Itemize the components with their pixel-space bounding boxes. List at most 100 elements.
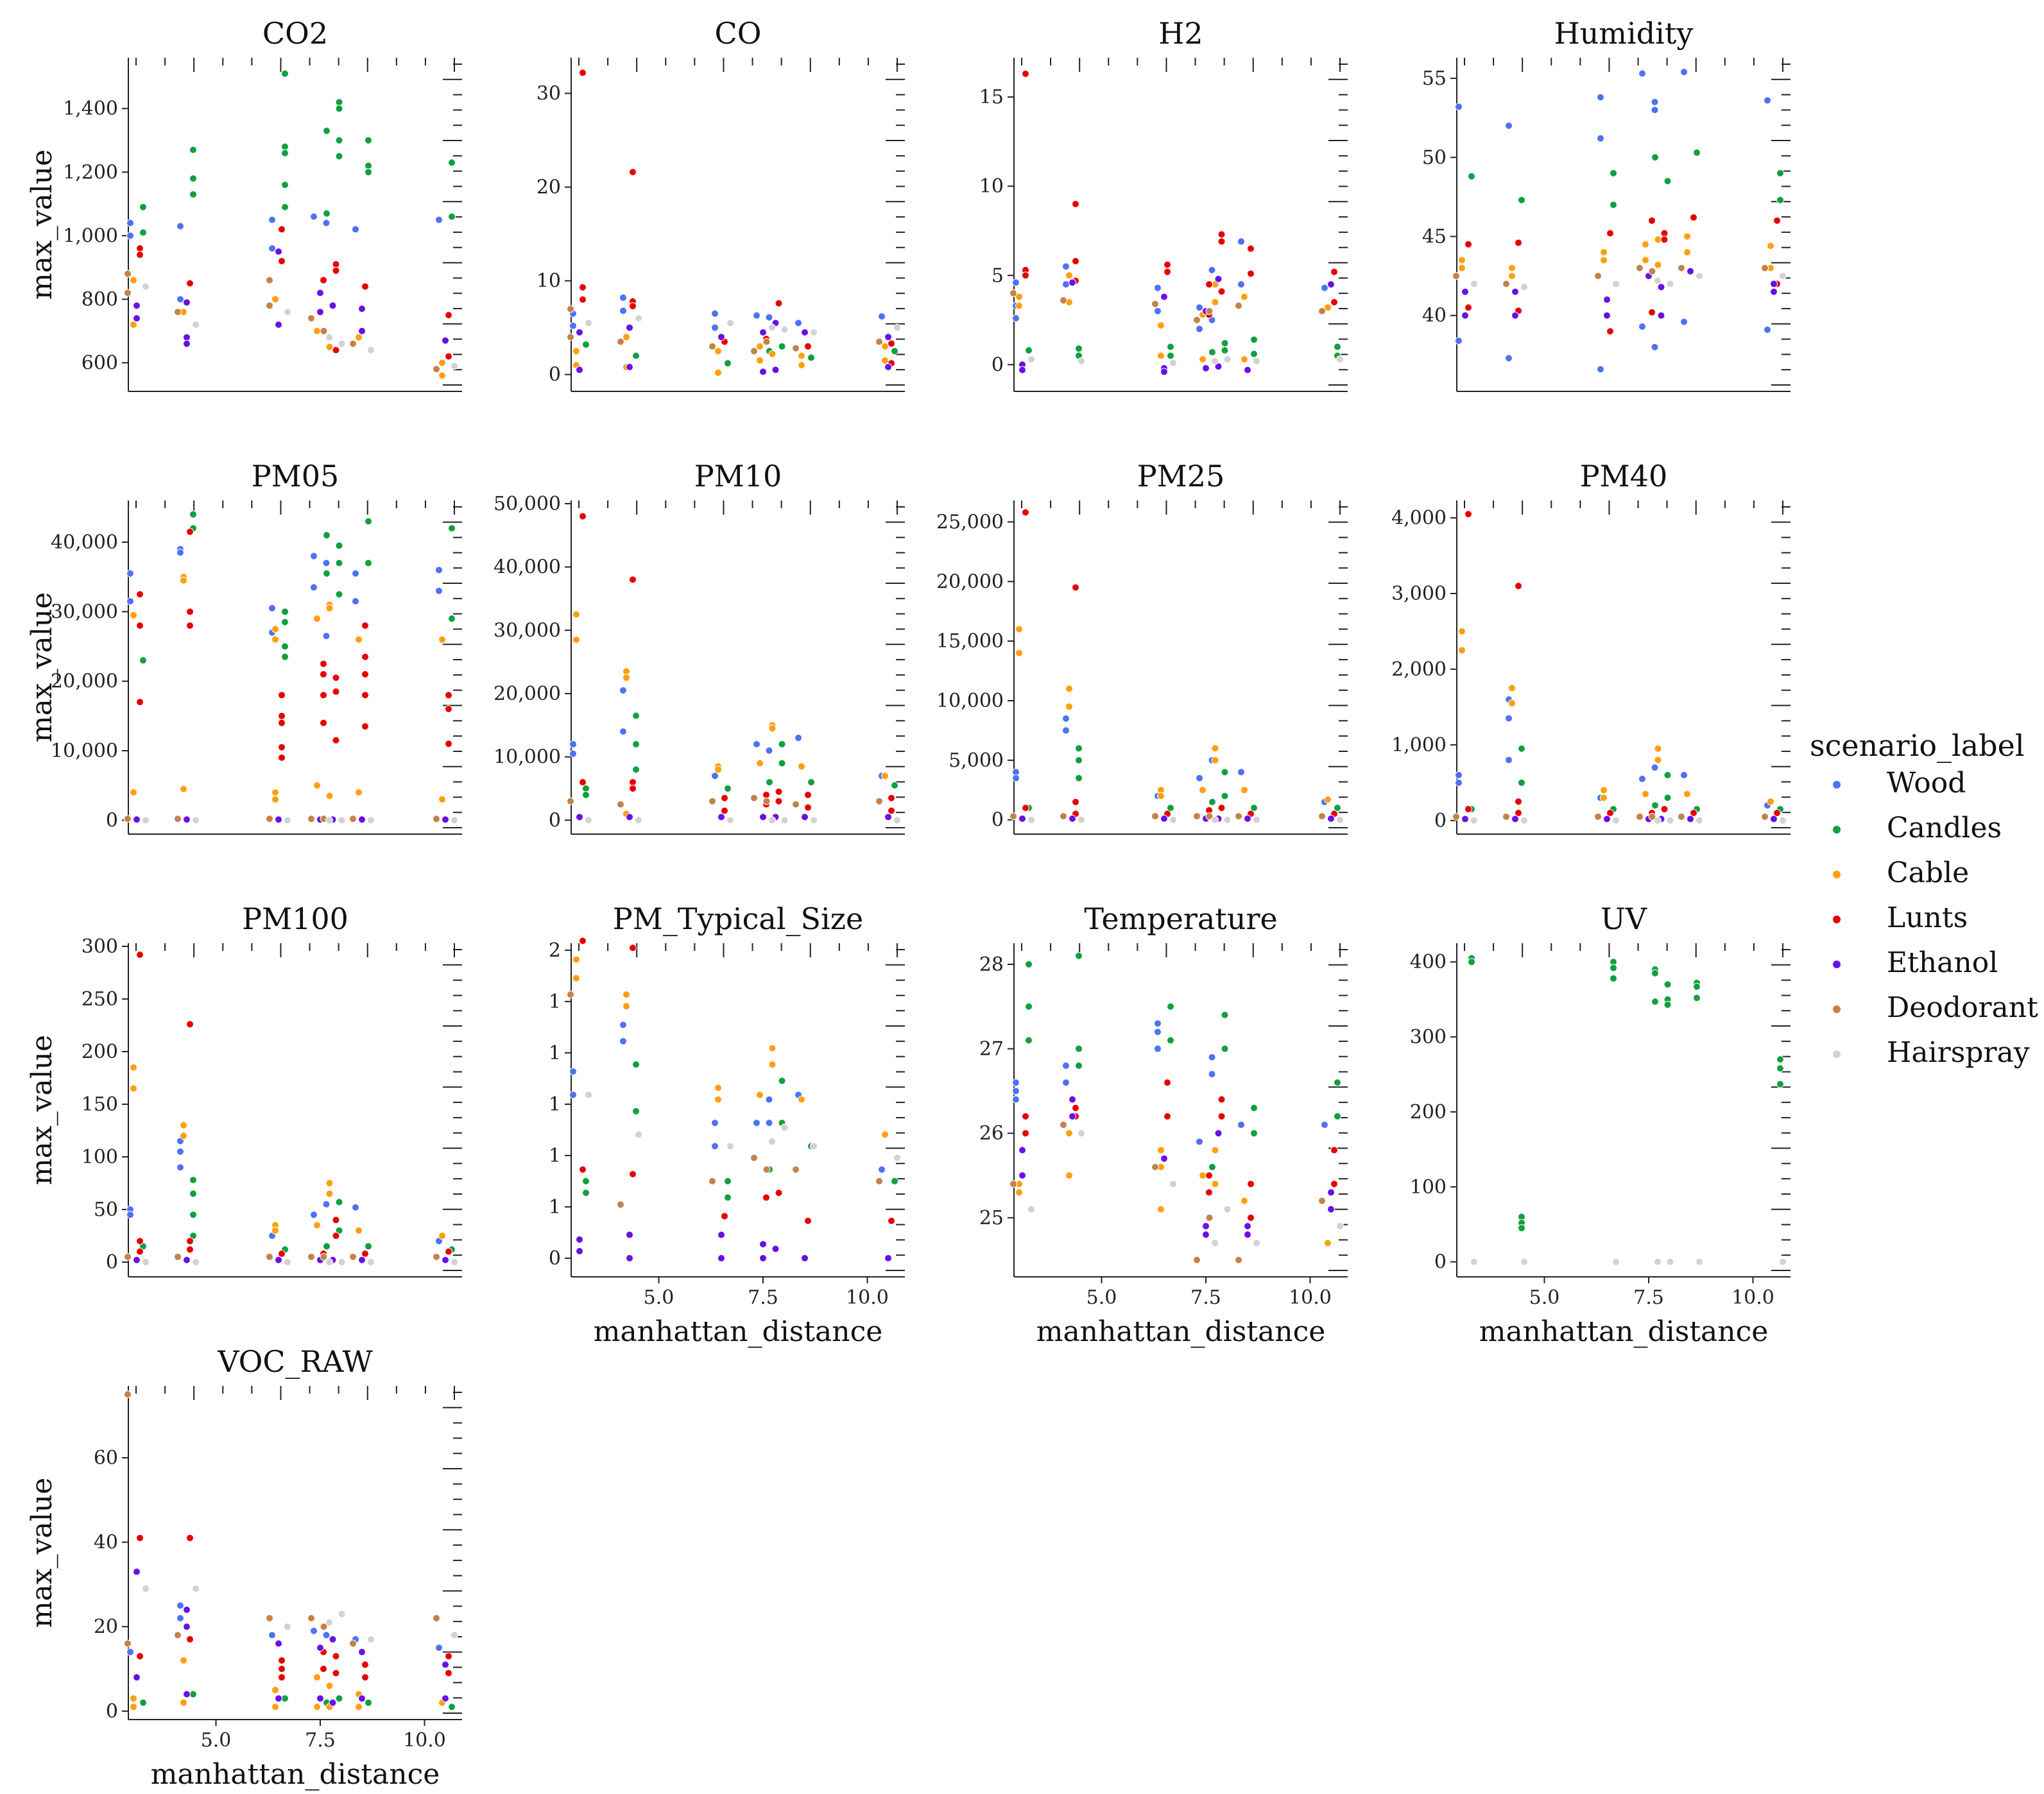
data-point-cable (1642, 240, 1649, 248)
data-point-hairspray (1696, 1258, 1703, 1266)
series-candles (1468, 954, 1784, 1233)
data-point-ethanol (183, 333, 191, 341)
data-point-cable (130, 276, 137, 284)
series-wood (569, 293, 886, 332)
data-point-cable (325, 1190, 334, 1198)
series-wood (126, 1137, 443, 1245)
data-point-cable (325, 343, 334, 351)
data-point-cable (271, 1226, 279, 1234)
data-point-ethanol (1214, 1129, 1223, 1138)
data-point-lunts (1648, 308, 1656, 316)
top-rug-ticks (135, 943, 455, 957)
data-point-candles (281, 142, 289, 151)
data-point-ethanol (133, 1568, 141, 1576)
data-point-hairspray (810, 816, 818, 824)
data-point-wood (176, 1614, 184, 1623)
data-point-hairspray (1169, 359, 1177, 367)
data-point-hairspray (1654, 277, 1662, 285)
data-point-wood (1154, 1020, 1162, 1028)
right-rug-ticks (443, 506, 462, 828)
data-point-lunts (1164, 1079, 1171, 1087)
data-point-candles (139, 1698, 147, 1707)
data-point-candles (1518, 1224, 1525, 1233)
data-point-lunts (1247, 1213, 1255, 1222)
data-point-lunts (361, 691, 369, 699)
data-point-wood (435, 216, 443, 224)
y-tick-label: 0 (549, 1247, 561, 1270)
data-point-candles (1518, 778, 1525, 787)
data-point-lunts (136, 1533, 144, 1542)
data-point-wood (268, 604, 276, 612)
data-point-lunts (762, 1193, 770, 1202)
series-cable (572, 333, 889, 377)
series-ethanol (1461, 267, 1778, 320)
data-point-hairspray (1696, 272, 1703, 280)
data-point-deodorant (124, 289, 132, 297)
data-point-candles (1610, 201, 1617, 209)
series-candles (1468, 148, 1784, 209)
data-point-ethanol (1018, 814, 1026, 823)
series-candles (582, 712, 898, 799)
data-point-wood (1237, 280, 1245, 289)
data-point-hairspray (142, 816, 150, 824)
data-point-hairspray (635, 314, 642, 323)
series-candles (1025, 336, 1341, 360)
data-point-cable (1654, 235, 1662, 244)
series-lunts (1022, 1079, 1338, 1222)
data-point-ethanol (626, 1254, 633, 1262)
y-axis-label: max_value (26, 1478, 58, 1628)
right-rug-ticks (443, 64, 462, 386)
x-axis-label: manhattan_distance (594, 1315, 883, 1348)
data-point-lunts (579, 778, 587, 787)
panel-temperature: Temperature 25 26 27 28 5.0 7.5 10.0 manhattan_d… (979, 901, 1348, 1348)
data-point-candles (1208, 348, 1216, 356)
y-tick-label: 20 (537, 176, 561, 199)
data-point-candles (582, 790, 590, 799)
y-tick-label: 0 (992, 809, 1004, 832)
data-point-deodorant (1648, 812, 1656, 821)
data-point-cable (1211, 298, 1219, 306)
data-point-candles (1334, 804, 1341, 812)
data-point-hairspray (1027, 816, 1035, 824)
data-point-candles (323, 569, 331, 577)
data-point-ethanol (1069, 1112, 1076, 1120)
series-hairspray (142, 816, 458, 824)
data-point-lunts (1022, 1112, 1029, 1120)
data-point-lunts (332, 260, 340, 268)
x-tick-label: 10.0 (1289, 1286, 1332, 1309)
data-point-ethanol (1770, 287, 1778, 296)
data-point-ethanol (759, 1254, 767, 1262)
series-lunts (136, 225, 452, 361)
data-point-lunts (278, 753, 286, 762)
data-point-hairspray (768, 1138, 776, 1146)
data-point-deodorant (762, 797, 771, 805)
panel-uv: UV 0 100 200 300 400 5.0 7.5 10.0 manhattan_dista… (1410, 901, 1791, 1348)
data-point-lunts (1464, 240, 1472, 248)
data-point-lunts (888, 1217, 895, 1225)
panel-title: PM25 (1137, 459, 1225, 493)
data-point-wood (310, 583, 318, 592)
data-point-deodorant (1678, 812, 1685, 821)
data-point-candles (189, 146, 197, 154)
data-point-hairspray (325, 1618, 333, 1627)
data-point-deodorant (1648, 267, 1656, 275)
data-point-wood (1455, 337, 1463, 345)
data-point-ethanol (1327, 1188, 1335, 1197)
series-hairspray (1027, 816, 1344, 824)
data-point-hairspray (893, 816, 901, 824)
right-rug-ticks (1771, 949, 1791, 1271)
data-point-deodorant (1205, 812, 1214, 821)
panel-title: PM05 (252, 459, 339, 493)
data-point-cable (1199, 786, 1207, 794)
data-point-candles (1610, 974, 1617, 982)
data-point-deodorant (792, 1165, 800, 1174)
data-point-wood (322, 1631, 331, 1639)
data-point-hairspray (585, 319, 592, 327)
data-point-cable (271, 789, 279, 796)
y-tick-label: 30 (537, 83, 561, 105)
data-point-candles (1025, 1002, 1033, 1011)
series-hairspray (1470, 1258, 1787, 1266)
data-point-candles (582, 1189, 590, 1197)
legend-label: Hairspray (1887, 1036, 2030, 1069)
data-point-hairspray (1470, 816, 1478, 824)
